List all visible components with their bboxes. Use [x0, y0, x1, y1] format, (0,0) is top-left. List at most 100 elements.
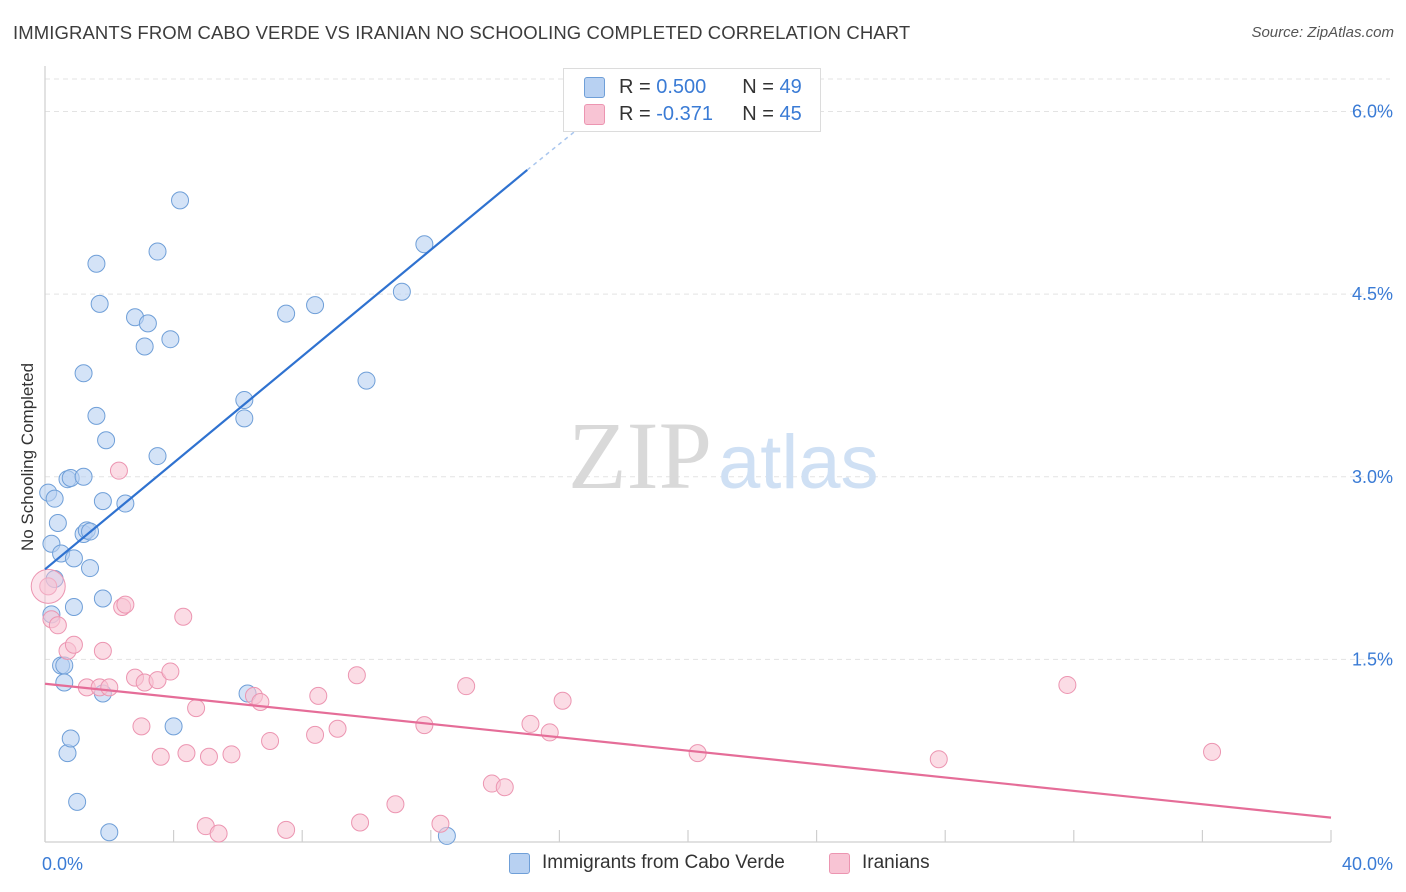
iranian-point	[306, 725, 325, 744]
iranian-point	[431, 814, 450, 833]
iranian-point	[347, 666, 366, 685]
cabo-verde-point	[68, 792, 87, 811]
series-legend-label: Immigrants from Cabo Verde	[542, 852, 785, 873]
iranian-point	[199, 747, 218, 766]
iranian-point	[39, 577, 58, 596]
cabo-verde-point	[306, 296, 325, 315]
iranian-point	[151, 747, 170, 766]
iranian-point	[261, 731, 280, 750]
iranian-point	[251, 692, 270, 711]
cabo-verde-point	[93, 492, 112, 511]
iranian-point	[1058, 675, 1077, 694]
legend-r-label: R =	[619, 102, 657, 125]
cabo-verde-point	[74, 364, 93, 383]
cabo-verde-point	[148, 242, 167, 261]
legend-swatch-blue	[584, 76, 605, 98]
iranian-point	[116, 595, 135, 614]
legend-n-label: N =	[742, 75, 780, 98]
legend-r-label: R =	[619, 75, 657, 98]
iranian-point	[132, 717, 151, 736]
series-legend-cabo-verde[interactable]: Immigrants from Cabo Verde	[509, 852, 785, 874]
cabo-verde-point	[74, 467, 93, 486]
legend-swatch-pink	[829, 852, 850, 874]
iranian-point	[30, 568, 66, 604]
iranian-point	[64, 635, 83, 654]
cabo-verde-point	[97, 431, 116, 450]
iranian-trend-line	[44, 682, 1332, 819]
iranian-point	[521, 714, 540, 733]
x-tick-label: 40.0%	[1342, 854, 1393, 874]
cabo-verde-point	[90, 294, 109, 313]
cabo-verde-point	[45, 489, 64, 508]
iranian-point	[209, 824, 228, 843]
grid	[45, 78, 1390, 660]
cabo-verde-point	[58, 744, 77, 763]
cabo-verde-point	[235, 391, 254, 410]
iranian-point	[100, 678, 119, 697]
axes	[44, 66, 1332, 843]
iranian-point	[553, 691, 572, 710]
iranian-point	[386, 795, 405, 814]
cabo-verde-point	[64, 598, 83, 617]
iranian-point	[351, 813, 370, 832]
series-legend-label: Iranians	[862, 852, 930, 873]
iranian-point	[457, 677, 476, 696]
iranian-point	[177, 744, 196, 763]
cabo-verde-point	[48, 514, 67, 533]
iranian-point	[415, 716, 434, 735]
cabo-verde-point	[277, 304, 296, 323]
iranian-point	[929, 750, 948, 769]
y-tick-label: 1.5%	[1352, 649, 1393, 669]
legend-swatch-pink	[584, 103, 605, 125]
cabo-verde-point	[81, 559, 100, 578]
cabo-verde-point	[55, 673, 74, 692]
series-legend-iranians[interactable]: Iranians	[829, 852, 930, 874]
iranian-point	[1203, 742, 1222, 761]
cabo-verde-point	[164, 717, 183, 736]
cabo-verde-trend-line	[44, 169, 528, 571]
cabo-verde-point	[415, 235, 434, 254]
x-tick-label: 0.0%	[42, 854, 83, 874]
cabo-verde-point	[100, 823, 119, 842]
iranian-point	[109, 461, 128, 480]
watermark: ZIP atlas	[568, 402, 879, 509]
cabo-verde-point	[61, 729, 80, 748]
legend-r-value: 0.500	[656, 75, 707, 98]
watermark-zip: ZIP	[568, 402, 712, 509]
cabo-verde-point	[135, 337, 154, 356]
iranian-point	[309, 686, 328, 705]
iranian-point	[48, 616, 67, 635]
iranian-point	[187, 699, 206, 718]
correlation-legend: R = 0.500 N = 49 R = -0.371 N = 45	[563, 68, 821, 132]
iranian-point	[328, 719, 347, 738]
data-points	[30, 191, 1222, 845]
legend-row-iranians: R = -0.371 N = 45	[584, 102, 802, 126]
y-tick-label: 3.0%	[1352, 467, 1393, 487]
legend-swatch-blue	[509, 852, 530, 874]
cabo-verde-point	[93, 589, 112, 608]
y-tick-label: 6.0%	[1352, 102, 1393, 122]
iranian-point	[540, 723, 559, 742]
iranian-point	[277, 820, 296, 839]
tick-labels: 1.5% 3.0% 4.5% 6.0% 0.0% 40.0% No Schooling Co…	[18, 102, 1393, 874]
watermark-atlas: atlas	[718, 420, 879, 505]
legend-n-label: N =	[742, 102, 780, 125]
legend-r-value: -0.371	[656, 102, 713, 125]
cabo-verde-point	[148, 447, 167, 466]
cabo-verde-point	[235, 409, 254, 428]
iranian-point	[174, 607, 193, 626]
y-tick-label: 4.5%	[1352, 284, 1393, 304]
iranian-point	[495, 778, 514, 797]
series-legend: Immigrants from Cabo Verde Iranians	[0, 852, 1406, 876]
cabo-verde-point	[357, 371, 376, 390]
chart-title: IMMIGRANTS FROM CABO VERDE VS IRANIAN NO…	[13, 22, 911, 43]
iranian-point	[93, 641, 112, 660]
legend-row-cabo-verde: R = 0.500 N = 49	[584, 75, 802, 99]
iranian-point	[148, 671, 167, 690]
cabo-verde-point	[87, 406, 106, 425]
cabo-verde-point	[161, 330, 180, 349]
y-axis-label: No Schooling Completed	[18, 363, 37, 551]
cabo-verde-point	[87, 254, 106, 273]
iranian-point	[222, 745, 241, 764]
